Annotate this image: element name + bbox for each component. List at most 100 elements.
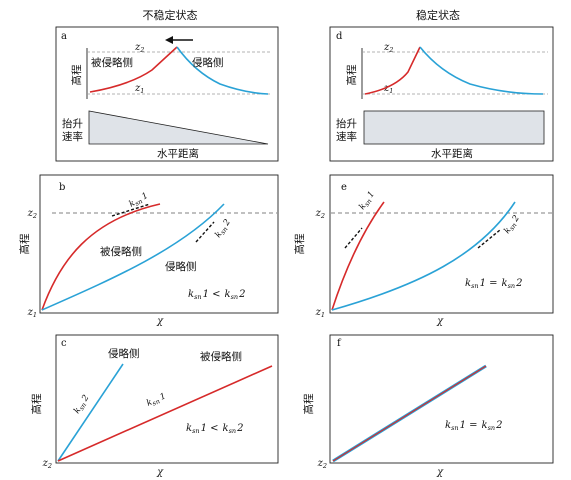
panel-e-frame [329, 174, 554, 314]
panel-c-ksn2-label: ksn2 [72, 393, 92, 416]
panel-d-z1-sub: 1 [389, 87, 393, 95]
panel-a-ylabel: 高程 [70, 64, 83, 85]
right-column-title: 稳定状态 [416, 8, 460, 22]
panel-f: f 高程 z2 ksn1 = ksn2 χ [302, 334, 554, 478]
panel-a-left-side-label: 被侵略侧 [91, 56, 133, 69]
left-column-title: 不稳定状态 [143, 8, 198, 22]
panel-c-ksn1-label: ksn1 [145, 391, 168, 409]
panel-c-ylabel: 高程 [30, 393, 43, 414]
panel-c-relation-num-a: 1 < [201, 423, 219, 434]
panel-e-relation-num-a: 1 = [480, 278, 498, 289]
panel-f-xlabel: χ [436, 467, 444, 478]
panel-d-uplift-label-2: 速率 [336, 130, 357, 143]
panel-e-red-curve [331, 201, 385, 311]
panel-a-z1-label: z1 [134, 83, 144, 95]
panel-d-z2-label: z2 [383, 42, 393, 54]
panel-e-ksn2-sub: sn [508, 221, 519, 232]
panel-e-letter: e [341, 182, 347, 193]
panel-b-relation-num-b: 2 [238, 289, 245, 300]
panel-e-relation-num-b: 2 [515, 278, 522, 289]
panel-b-letter: b [59, 182, 65, 193]
panel-a-z1-sub: 1 [140, 87, 144, 95]
panel-c-relation: ksn1 < ksn2 [186, 423, 243, 435]
panel-a-letter: a [61, 31, 67, 42]
panel-a-uplift-wedge [88, 110, 269, 145]
panel-c-blue-label: 侵略侧 [108, 347, 140, 360]
panel-e-ksn1-tangent [344, 227, 363, 249]
panel-b-z2-label: z2 [27, 208, 37, 220]
panel-d-z2-sub: 2 [388, 46, 393, 54]
panel-c-letter: c [61, 338, 67, 349]
panel-a-arrow-head [165, 36, 173, 44]
panel-b-relation-sub-b: sn [231, 293, 239, 301]
panel-f-relation-sub-a: sn [451, 424, 459, 432]
panel-b-blue-label: 侵略侧 [165, 260, 197, 273]
panel-c-red-line [57, 365, 273, 462]
panel-b-z1-sub: 1 [33, 311, 37, 319]
panel-b-ksn2-tangent [195, 221, 215, 243]
panel-f-relation-b: k [482, 420, 488, 431]
panel-c-relation-num-b: 2 [236, 423, 243, 434]
panel-b-relation: ksn1 < ksn2 [188, 289, 245, 301]
panel-b-relation-sub-a: sn [194, 293, 202, 301]
panel-e-ksn2-label: ksn2 [502, 214, 523, 237]
panel-b-ksn2-label: ksn2 [213, 218, 234, 241]
panel-b-z2-sub: 2 [32, 212, 37, 220]
panel-b-ksn1-label: ksn1 [128, 191, 151, 211]
panel-d-red-profile [364, 46, 421, 95]
panel-c-blue-line [57, 363, 124, 462]
panel-a-right-side-label: 侵略侧 [192, 56, 224, 69]
panel-a-frame [55, 26, 279, 162]
panel-d-z1-label: z1 [383, 83, 393, 95]
panel-b-ksn1-sub: sn [133, 197, 144, 208]
panel-f-letter: f [337, 338, 342, 349]
panel-d-xlabel: 水平距离 [431, 147, 473, 160]
panel-e-z2-label: z2 [315, 208, 325, 220]
panel-f-ylabel: 高程 [302, 393, 315, 414]
panel-e-blue-curve [331, 201, 516, 311]
panel-f-relation-num-a: 1 = [460, 420, 478, 431]
panel-c-ksn2-num: 2 [80, 393, 92, 404]
panel-d: d 高程 z2 z1 抬升 速率 水平距离 [329, 26, 554, 162]
panel-a: a 高程 z2 z1 被侵略侧 侵略侧 抬升 速率 水平距离 [55, 26, 279, 162]
panel-e-z1-label: z1 [315, 307, 325, 319]
panel-b-relation-b: k [225, 289, 231, 300]
panel-c-ksn1-sub: sn [151, 397, 161, 407]
panel-e-relation-b: k [502, 278, 508, 289]
panel-e-z2-sub: 2 [320, 212, 325, 220]
panel-b-ylabel: 高程 [18, 233, 31, 254]
panel-f-z2-label: z2 [317, 458, 327, 470]
panel-a-uplift-label-2: 速率 [62, 130, 83, 143]
panel-b-frame [39, 174, 279, 314]
panel-a-z2-sub: 2 [139, 46, 144, 54]
panel-b-red-label: 被侵略侧 [100, 245, 142, 258]
panel-b-ksn2-sub: sn [219, 225, 230, 236]
panel-c-relation-sub-a: sn [192, 427, 200, 435]
panel-d-blue-profile [419, 46, 544, 95]
panel-b-blue-curve [41, 203, 225, 311]
panel-e-relation: ksn1 = ksn2 [465, 278, 522, 290]
panel-b-ksn1-num: 1 [140, 191, 150, 202]
panel-e-z1-sub: 1 [321, 311, 325, 319]
panel-a-red-profile [89, 46, 178, 93]
panel-a-z2-label: z2 [134, 42, 144, 54]
panel-e-relation-sub-b: sn [508, 282, 516, 290]
panel-c-z2-label: z2 [42, 458, 52, 470]
panel-e-relation-sub-a: sn [471, 282, 479, 290]
panel-c-relation-sub-b: sn [229, 427, 237, 435]
panel-a-xlabel: 水平距离 [157, 147, 199, 160]
panel-e-ksn2-num: 2 [510, 214, 522, 225]
panel-e-ylabel: 高程 [293, 233, 306, 254]
panel-f-relation: ksn1 = ksn2 [445, 420, 502, 432]
panel-e-xlabel: χ [436, 316, 444, 327]
panel-b: b 高程 z2 z1 ksn1 ksn2 被侵略侧 侵略侧 ksn1 < ksn2… [18, 174, 279, 327]
panel-e: e 高程 z2 z1 ksn1 ksn2 ksn1 = ksn2 χ [293, 174, 554, 327]
panel-f-relation-sub-b: sn [488, 424, 496, 432]
panel-d-uplift-label-1: 抬升 [336, 117, 357, 130]
panel-f-z2-sub: 2 [322, 462, 327, 470]
panel-f-red-line [332, 365, 487, 462]
panel-b-red-curve [41, 203, 161, 311]
panel-d-ylabel: 高程 [345, 64, 358, 85]
panel-b-ksn2-num: 2 [221, 218, 233, 229]
